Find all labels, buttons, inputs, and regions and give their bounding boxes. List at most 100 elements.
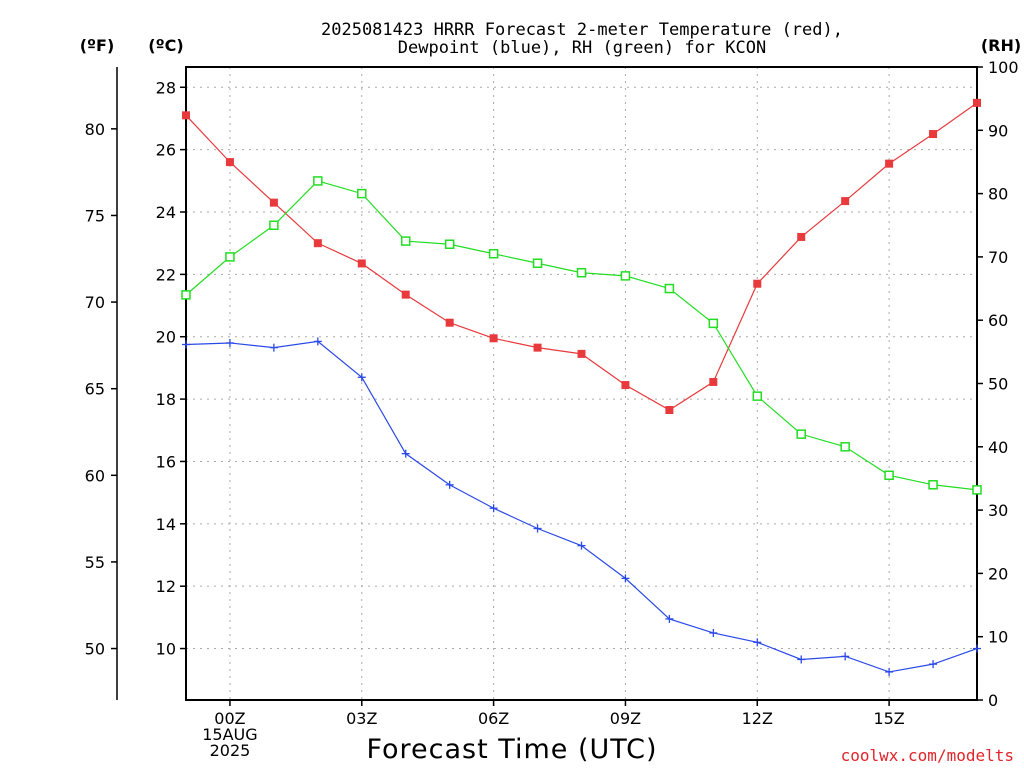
- dewpoint-point: [665, 614, 674, 623]
- fahrenheit-tick-label: 75: [85, 206, 105, 225]
- celsius-tick-label: 26: [156, 141, 176, 160]
- fahrenheit-tick-label: 50: [85, 640, 105, 659]
- celsius-tick-label: 10: [156, 640, 176, 659]
- dewpoint-point: [753, 638, 762, 647]
- x-tick-label: 2025: [210, 741, 251, 760]
- fahrenheit-tick-label: 60: [85, 466, 105, 485]
- rh-tick-label: 100: [988, 58, 1019, 77]
- rh-tick-label: 20: [988, 564, 1008, 583]
- rh-point: [884, 470, 894, 481]
- celsius-tick-label: 22: [156, 265, 176, 284]
- rh-point: [488, 248, 499, 259]
- x-tick-label: 12Z: [742, 709, 773, 728]
- dewpoint-point: [182, 340, 190, 349]
- x-tick-label: 15Z: [873, 709, 904, 728]
- dewpoint-point: [357, 373, 366, 382]
- temperature-point: [401, 290, 410, 299]
- temperature-point: [269, 198, 278, 207]
- temperature-point: [929, 130, 938, 139]
- dewpoint-point: [797, 655, 806, 664]
- celsius-tick-label: 14: [156, 515, 176, 534]
- grid-lines: [186, 67, 977, 700]
- rh-point: [752, 391, 763, 401]
- rh-tick-label: 80: [988, 185, 1008, 204]
- celsius-tick-label: 28: [156, 78, 176, 97]
- axes: [111, 66, 983, 706]
- temperature-point: [973, 98, 981, 107]
- rh-tick-label: 0: [988, 691, 998, 710]
- temperature-point: [841, 197, 850, 206]
- rh-point: [928, 480, 938, 490]
- rh-tick-label: 70: [988, 248, 1008, 267]
- x-tick-label: 09Z: [610, 709, 641, 728]
- dewpoint-point: [621, 574, 630, 583]
- x-axis-label: Forecast Time (UTC): [366, 734, 657, 765]
- rh-tick-label: 90: [988, 121, 1008, 140]
- dewpoint-point: [577, 541, 586, 550]
- dewpoint-point: [841, 652, 850, 661]
- rh-point: [400, 236, 411, 246]
- temperature-point: [577, 349, 586, 358]
- dewpoint-point: [225, 338, 234, 347]
- dewpoint-point: [489, 504, 498, 513]
- dewpoint-point: [709, 628, 718, 637]
- x-tick-label: 06Z: [478, 709, 509, 728]
- rh-point: [620, 271, 631, 281]
- rh-point: [972, 485, 982, 495]
- temperature-point: [357, 259, 366, 268]
- rh-point: [444, 239, 455, 249]
- celsius-tick-label: 24: [156, 203, 176, 222]
- rh-point: [664, 283, 675, 294]
- rh-point: [532, 258, 543, 268]
- rh-point: [708, 318, 719, 329]
- tick-labels: 10 12 14 16 18 20 22 24 26 28 50 55 60 65 70 75 80 0 10 20 3…: [85, 58, 1019, 760]
- rh-point: [225, 252, 235, 262]
- dewpoint-point: [269, 343, 278, 352]
- temperature-point: [709, 377, 718, 386]
- celsius-tick-label: 12: [156, 577, 176, 596]
- data-series: [181, 98, 982, 676]
- fahrenheit-tick-label: 55: [85, 553, 105, 572]
- temperature-point: [665, 406, 674, 415]
- temperature-point: [225, 158, 234, 167]
- rh-point: [796, 429, 806, 439]
- rh-unit-label: (RH): [981, 36, 1021, 55]
- temperature-point: [533, 343, 542, 352]
- rh-point: [576, 267, 587, 278]
- fahrenheit-tick-label: 70: [85, 293, 105, 312]
- celsius-tick-label: 20: [156, 328, 176, 347]
- fahrenheit-tick-label: 80: [85, 120, 105, 139]
- celsius-tick-label: 16: [156, 452, 176, 471]
- rh-tick-label: 30: [988, 501, 1008, 520]
- fahrenheit-unit-label: (ºF): [80, 36, 115, 55]
- dewpoint-point: [929, 660, 938, 669]
- dewpoint-point: [885, 667, 894, 676]
- x-tick-label: 00Z: [214, 709, 245, 728]
- celsius-tick-label: 18: [156, 390, 176, 409]
- dewpoint-point: [973, 644, 981, 653]
- rh-tick-label: 40: [988, 438, 1008, 457]
- rh-point: [181, 290, 191, 300]
- temperature-point: [621, 381, 630, 390]
- rh-tick-label: 50: [988, 375, 1008, 394]
- fahrenheit-tick-label: 65: [85, 380, 105, 399]
- rh-point: [269, 220, 279, 230]
- temperature-point: [753, 279, 762, 288]
- temperature-point: [182, 111, 190, 120]
- temperature-point: [489, 334, 498, 343]
- dewpoint-point: [445, 480, 454, 489]
- rh-point: [313, 176, 323, 186]
- dewpoint-point: [533, 524, 542, 533]
- x-tick-label: 03Z: [346, 709, 377, 728]
- celsius-unit-label: (ºC): [148, 36, 183, 55]
- chart-title-line-1: 2025081423 HRRR Forecast 2-meter Tempera…: [321, 20, 843, 40]
- temperature-point: [313, 239, 322, 248]
- rh-tick-label: 60: [988, 311, 1008, 330]
- dewpoint-point: [401, 449, 410, 458]
- temperature-point: [885, 159, 894, 168]
- rh-point: [840, 442, 850, 452]
- temperature-point: [797, 232, 806, 241]
- x-tick-label: 15AUG: [202, 725, 257, 744]
